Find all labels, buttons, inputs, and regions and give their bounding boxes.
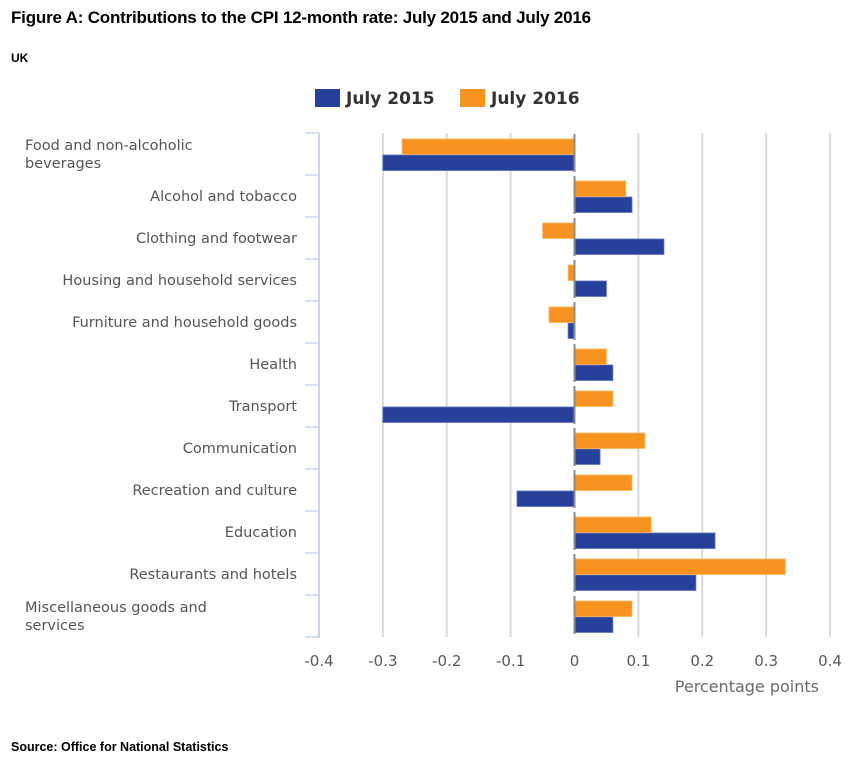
bar-july-2016 [542,222,575,239]
bar-july-2016 [548,306,575,323]
bar-july-2015 [382,154,575,171]
bar-july-2015 [516,490,575,507]
y-axis [305,132,320,638]
bar-july-2015 [574,196,633,213]
bar-july-2016 [401,138,575,155]
bar-july-2015 [382,406,575,423]
category-label: Food and non-alcoholic beverages [25,138,193,172]
figure-title: Figure A: Contributions to the CPI 12-mo… [11,8,591,27]
bar-july-2015 [574,238,665,255]
x-axis-title: Percentage points [675,677,819,696]
legend-label-july-2015: July 2015 [345,89,435,109]
x-tick-label: -0.2 [432,652,461,670]
x-tick-label: 0.4 [818,652,842,670]
bar-july-2016 [574,180,626,197]
category-label: Clothing and footwear [136,231,297,247]
bar-july-2016 [574,516,652,533]
x-tick-label: 0 [570,652,580,670]
category-label: Recreation and culture [132,483,297,499]
category-label: Transport [228,399,297,415]
category-label-line: Miscellaneous goods and [25,600,207,616]
category-labels: Food and non-alcoholic beverages Alcohol a… [25,138,297,634]
category-label: Education [225,525,297,541]
figure-subtitle: UK [11,51,29,65]
legend: July 2015 July 2016 [315,89,580,109]
category-label: Health [249,357,297,373]
bar-july-2015 [574,364,614,381]
x-tick-label: -0.1 [496,652,525,670]
category-label: Furniture and household goods [72,315,297,331]
bar-july-2016 [574,558,786,575]
category-label-line: beverages [25,156,101,172]
legend-label-july-2016: July 2016 [490,89,580,109]
bar-july-2016 [574,390,614,407]
bar-july-2015 [574,280,607,297]
bars [382,138,786,633]
category-label: Alcohol and tobacco [150,189,297,205]
bar-july-2015 [574,574,697,591]
category-label: Housing and household services [62,273,297,289]
x-axis-tick-labels: -0.4 -0.3 -0.2 -0.1 0 0.1 0.2 0.3 0.4 [304,652,842,670]
category-label: Miscellaneous goods and services [25,600,207,634]
category-label-line: services [25,618,85,634]
source-note: Source: Office for National Statistics [11,740,229,754]
x-tick-label: -0.3 [368,652,397,670]
x-tick-label: 0.1 [626,652,650,670]
bar-july-2016 [574,600,633,617]
legend-swatch-july-2016 [460,89,485,107]
x-tick-label: 0.3 [754,652,778,670]
bar-july-2016 [574,348,607,365]
bar-july-2015 [574,532,716,549]
bar-july-2015 [574,448,601,465]
category-label: Restaurants and hotels [129,567,297,583]
legend-swatch-july-2015 [315,89,340,107]
bar-july-2015 [574,616,614,633]
category-label: Communication [183,441,297,457]
x-tick-label: 0.2 [690,652,714,670]
gridlines [381,133,831,637]
category-label-line: Food and non-alcoholic [25,138,193,154]
x-tick-label: -0.4 [304,652,333,670]
bar-july-2016 [574,432,646,449]
bar-july-2016 [574,474,633,491]
